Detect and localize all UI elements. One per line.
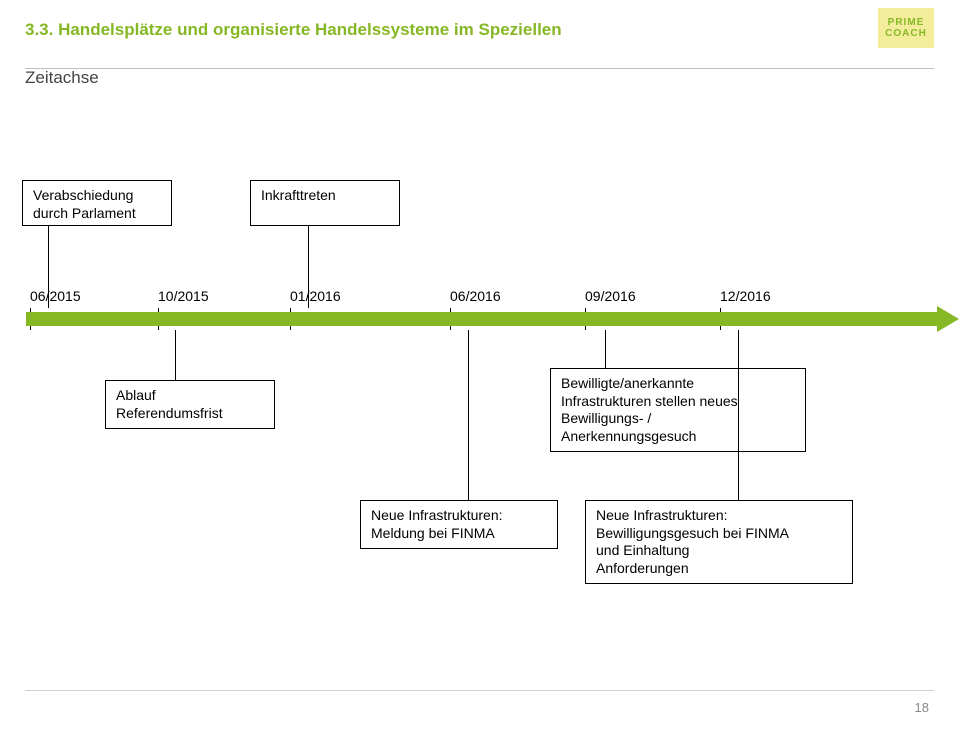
box-line: Neue Infrastrukturen:: [596, 507, 728, 523]
box-line: und Einhaltung: [596, 542, 689, 558]
timeline-date: 06/2015: [30, 288, 81, 304]
timeline-date: 06/2016: [450, 288, 501, 304]
box-line: Referendumsfrist: [116, 405, 223, 421]
page-number: 18: [915, 700, 929, 715]
box-line: Anerkennungsgesuch: [561, 428, 696, 444]
box-line: durch Parlament: [33, 205, 136, 221]
box-ablauf: Ablauf Referendumsfrist: [105, 380, 275, 429]
footer-rule: [25, 690, 934, 691]
box-inkrafttreten: Inkrafttreten: [250, 180, 400, 226]
box-bewilligte: Bewilligte/anerkannte Infrastrukturen st…: [550, 368, 806, 452]
box-verabschiedung: Verabschiedung durch Parlament: [22, 180, 172, 226]
box-line: Verabschiedung: [33, 187, 133, 203]
timeline-arrow-icon: [937, 306, 959, 332]
box-line: Infrastrukturen stellen neues: [561, 393, 738, 409]
box-line: Neue Infrastrukturen:: [371, 507, 503, 523]
connector: [468, 330, 469, 500]
timeline-bar-fill: [26, 312, 941, 326]
section-title: 3.3. Handelsplätze und organisierte Hand…: [25, 20, 934, 40]
box-line: Inkrafttreten: [261, 187, 336, 203]
box-line: Ablauf: [116, 387, 156, 403]
title-underline: [25, 68, 934, 69]
header: 3.3. Handelsplätze und organisierte Hand…: [25, 20, 934, 88]
subtitle: Zeitachse: [25, 68, 934, 88]
box-neue-meldung: Neue Infrastrukturen: Meldung bei FINMA: [360, 500, 558, 549]
box-line: Bewilligte/anerkannte: [561, 375, 694, 391]
connector: [175, 330, 176, 380]
connector: [738, 330, 739, 500]
connector: [605, 330, 606, 368]
box-neue-bewilligung: Neue Infrastrukturen: Bewilligungsgesuch…: [585, 500, 853, 584]
timeline-bar: [26, 312, 959, 326]
timeline-date: 10/2015: [158, 288, 209, 304]
timeline-date: 01/2016: [290, 288, 341, 304]
timeline-date: 12/2016: [720, 288, 771, 304]
box-line: Bewilligungsgesuch bei FINMA: [596, 525, 789, 541]
box-line: Anforderungen: [596, 560, 689, 576]
box-line: Bewilligungs- /: [561, 410, 651, 426]
box-line: Meldung bei FINMA: [371, 525, 495, 541]
timeline-date: 09/2016: [585, 288, 636, 304]
